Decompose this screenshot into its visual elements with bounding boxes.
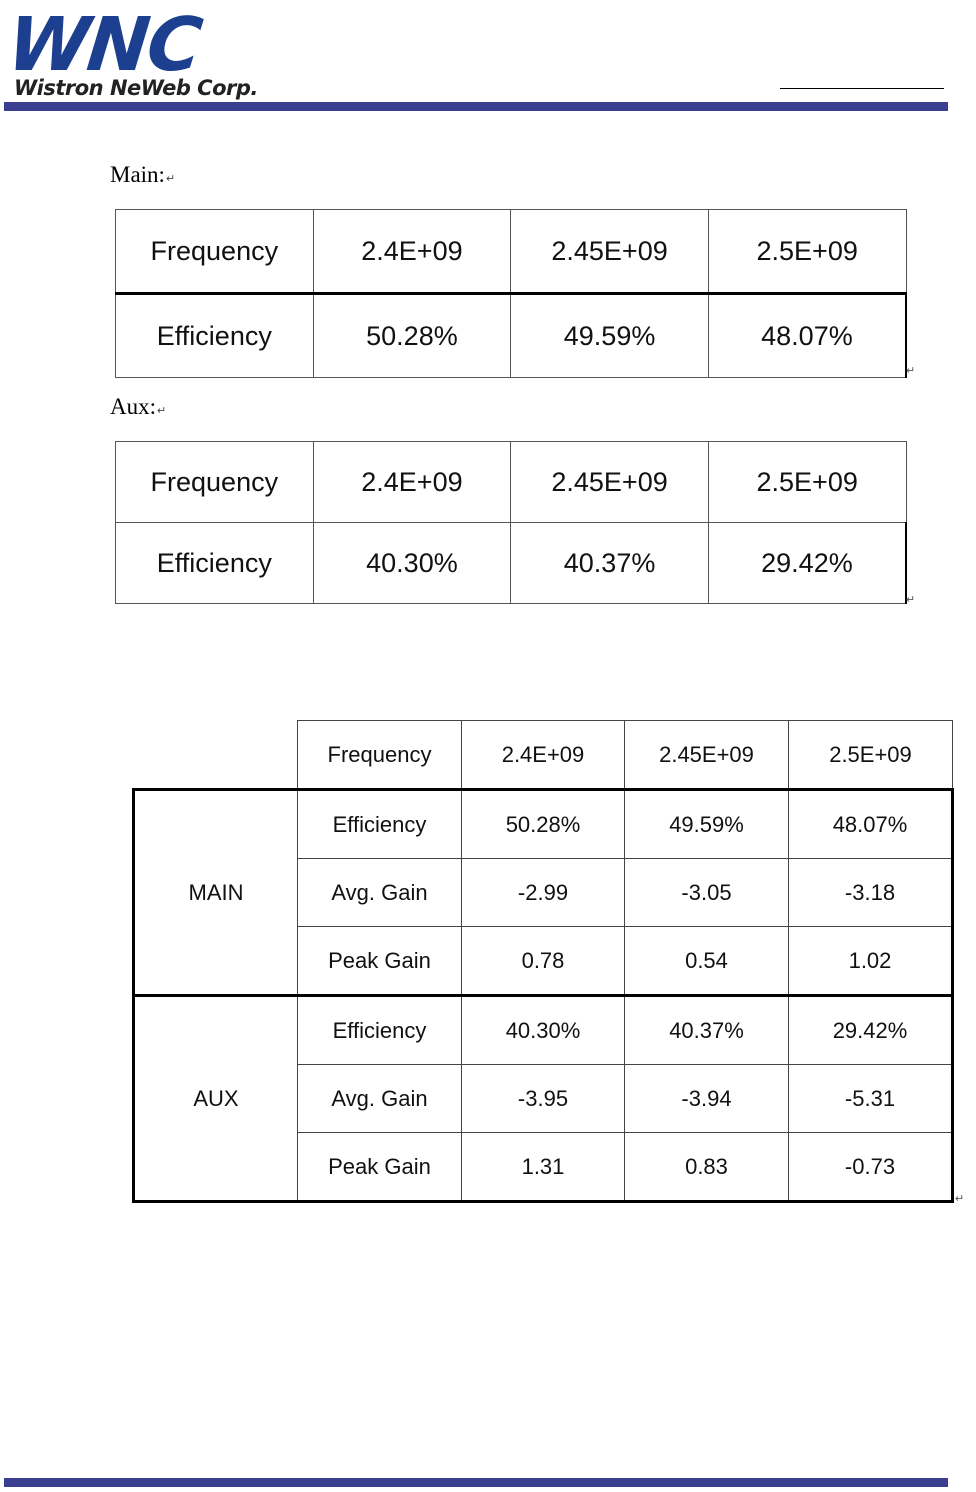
row-label-efficiency: Efficiency xyxy=(115,522,314,604)
row-label-frequency: Frequency xyxy=(115,209,314,294)
table-row: Peak Gain 0.78 0.54 1.02 xyxy=(134,926,954,997)
group-label-aux: AUX xyxy=(132,995,298,1203)
value-cell: 29.42% xyxy=(788,995,954,1065)
main-section-label: Main:↵ xyxy=(110,162,176,187)
value-cell: 1.31 xyxy=(461,1132,625,1203)
value-cell: -5.31 xyxy=(788,1064,954,1133)
header-cell: 2.5E+09 xyxy=(788,720,953,790)
value-cell: 0.54 xyxy=(624,926,789,997)
table-row: Frequency 2.4E+09 2.45E+09 2.5E+09 xyxy=(133,720,953,791)
row-label: Avg. Gain xyxy=(297,858,462,927)
value-cell: 1.02 xyxy=(788,926,954,997)
table-row: Avg. Gain -3.95 -3.94 -5.31 xyxy=(134,1064,954,1133)
value-cell: 40.37% xyxy=(624,995,789,1065)
value-cell: -3.05 xyxy=(624,858,789,927)
summary-table: Frequency 2.4E+09 2.45E+09 2.5E+09 MAIN … xyxy=(132,720,954,1203)
table-row: AUX Efficiency 40.30% 40.37% 29.42% xyxy=(132,995,954,1203)
frequency-cell: 2.5E+09 xyxy=(707,441,907,523)
header-band xyxy=(4,102,948,111)
frequency-cell: 2.45E+09 xyxy=(510,209,709,294)
efficiency-cell: 29.42% xyxy=(707,522,907,604)
row-label: Efficiency xyxy=(297,995,462,1065)
efficiency-cell: 50.28% xyxy=(312,292,512,378)
footer-band xyxy=(4,1478,948,1487)
efficiency-cell: 40.37% xyxy=(510,522,709,604)
aux-section-label: Aux:↵ xyxy=(110,394,167,419)
row-label: Peak Gain xyxy=(297,926,462,997)
efficiency-cell: 48.07% xyxy=(707,292,907,378)
value-cell: -3.18 xyxy=(788,858,954,927)
value-cell: -3.95 xyxy=(461,1064,625,1133)
table-row: Frequency 2.4E+09 2.45E+09 2.5E+09 xyxy=(115,441,907,523)
header-cell: 2.4E+09 xyxy=(461,720,625,790)
frequency-cell: 2.4E+09 xyxy=(312,441,512,523)
efficiency-cell: 40.30% xyxy=(312,522,512,604)
header-rule xyxy=(780,88,944,89)
value-cell: -3.94 xyxy=(624,1064,789,1133)
value-cell: 0.78 xyxy=(461,926,625,997)
value-cell: -2.99 xyxy=(461,858,625,927)
value-cell: -0.73 xyxy=(788,1132,954,1203)
value-cell: 0.83 xyxy=(624,1132,789,1203)
company-logo: WNC Wistron NeWeb Corp. xyxy=(3,2,258,100)
aux-efficiency-table: Frequency 2.4E+09 2.45E+09 2.5E+09 Effic… xyxy=(115,441,907,604)
row-label: Peak Gain xyxy=(297,1132,462,1203)
row-label: Efficiency xyxy=(297,788,462,859)
frequency-cell: 2.5E+09 xyxy=(707,209,907,294)
table-row: MAIN Efficiency 50.28% 49.59% 48.07% xyxy=(132,788,954,997)
value-cell: 40.30% xyxy=(461,995,625,1065)
header-cell: 2.45E+09 xyxy=(624,720,789,790)
company-name: Wistron NeWeb Corp. xyxy=(14,76,258,100)
value-cell: 50.28% xyxy=(461,788,625,859)
paragraph-mark: ↵ xyxy=(906,594,916,606)
header-cell: Frequency xyxy=(297,720,462,790)
row-label: Avg. Gain xyxy=(297,1064,462,1133)
row-label-frequency: Frequency xyxy=(115,441,314,523)
empty-corner-cell xyxy=(133,720,298,791)
paragraph-mark: ↵ xyxy=(906,365,916,377)
frequency-cell: 2.4E+09 xyxy=(312,209,512,294)
table-row: Efficiency 50.28% 49.59% 48.07% xyxy=(115,292,907,378)
value-cell: 48.07% xyxy=(788,788,954,859)
paragraph-mark: ↵ xyxy=(955,1193,965,1205)
frequency-cell: 2.45E+09 xyxy=(510,441,709,523)
row-label-efficiency: Efficiency xyxy=(115,292,314,378)
value-cell: 49.59% xyxy=(624,788,789,859)
table-row: Frequency 2.4E+09 2.45E+09 2.5E+09 xyxy=(115,209,907,294)
main-efficiency-table: Frequency 2.4E+09 2.45E+09 2.5E+09 Effic… xyxy=(115,209,907,378)
group-label-main: MAIN xyxy=(132,788,298,997)
efficiency-cell: 49.59% xyxy=(510,292,709,378)
table-row: Efficiency 40.30% 40.37% 29.42% xyxy=(115,522,907,604)
table-row: Peak Gain 1.31 0.83 -0.73 xyxy=(134,1132,954,1203)
